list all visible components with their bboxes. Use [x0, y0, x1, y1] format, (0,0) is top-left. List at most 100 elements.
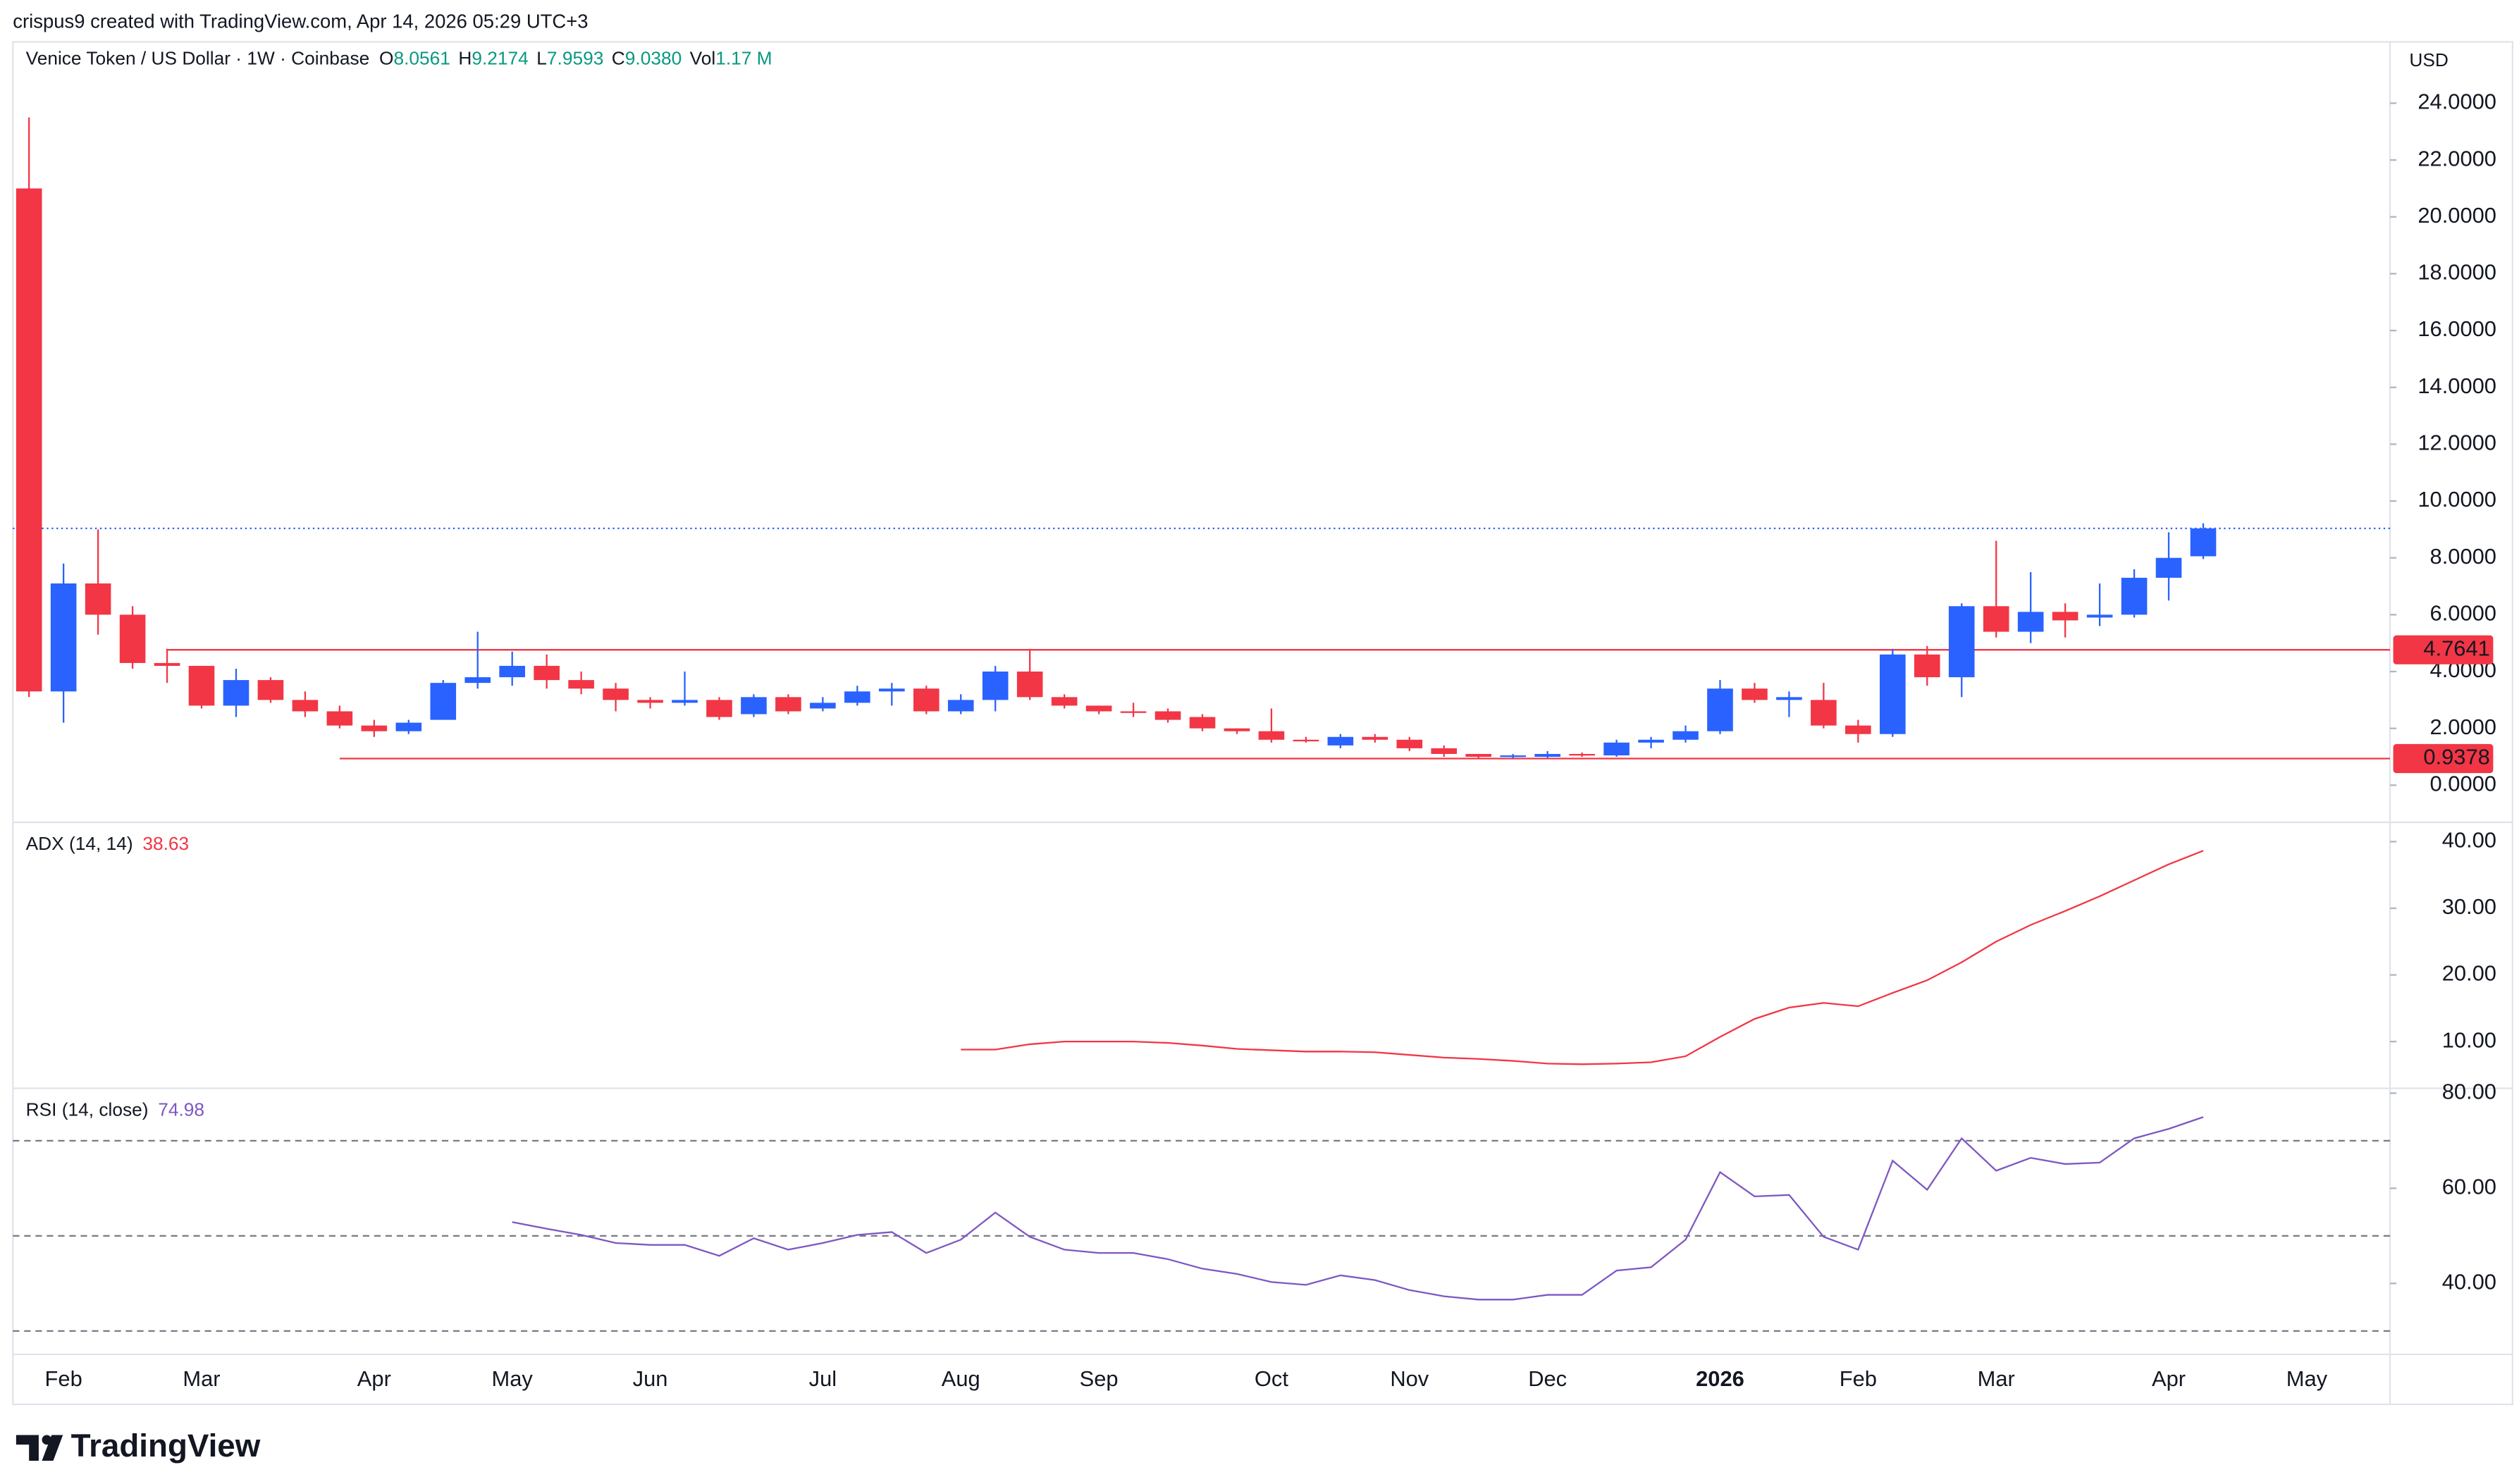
candle-body — [2155, 557, 2182, 578]
candle-body — [85, 583, 111, 615]
candle-body — [603, 688, 629, 700]
candle-body — [1396, 739, 1423, 748]
x-tick-label: 2026 — [1696, 1366, 1744, 1391]
candle-body — [119, 614, 146, 663]
legend-key: O — [379, 48, 393, 69]
x-tick-label: Mar — [1978, 1366, 2015, 1391]
candle-body — [188, 665, 215, 706]
candle-body — [1638, 739, 1664, 743]
candle-body — [1500, 755, 1526, 758]
x-tick-label: Apr — [2152, 1366, 2186, 1391]
candle-body — [2086, 614, 2113, 618]
y-tick-label: 40.00 — [2442, 828, 2496, 853]
candle-body — [672, 700, 698, 703]
candle-body — [16, 188, 42, 692]
x-tick-label: Dec — [1528, 1366, 1567, 1391]
x-tick-label: Sep — [1080, 1366, 1119, 1391]
candle-body — [982, 672, 1009, 700]
level-label: 0.9378 — [2423, 745, 2489, 769]
candle-body — [947, 700, 974, 712]
candle-body — [1534, 753, 1560, 757]
indicator-line — [512, 1116, 2204, 1301]
legend-key: H — [458, 48, 472, 69]
candle-body — [706, 700, 732, 717]
y-tick-label: 24.0000 — [2418, 89, 2496, 114]
candle-body — [1880, 654, 1906, 734]
indicator-title: ADX (14, 14) — [26, 833, 133, 854]
level-tag — [2393, 635, 2494, 664]
candle-body — [292, 700, 319, 712]
brand: TradingView — [71, 1428, 261, 1464]
legend-key: L — [536, 48, 547, 69]
currency: USD — [2409, 49, 2449, 70]
y-tick-label: 80.00 — [2442, 1080, 2496, 1104]
y-tick-label: 6.0000 — [2430, 601, 2496, 626]
level-tag — [2393, 743, 2494, 774]
candle-body — [1258, 731, 1285, 740]
y-tick-label: 10.00 — [2442, 1027, 2496, 1052]
x-tick-label: May — [492, 1366, 534, 1391]
candle-body — [499, 665, 526, 678]
candle-body — [1673, 731, 1699, 740]
x-tick-label: Oct — [1255, 1366, 1288, 1391]
chart-header: Venice Token / US Dollar · 1W · Coinbase… — [26, 48, 772, 69]
candle-body — [50, 583, 77, 692]
candle-body — [1603, 742, 1630, 755]
y-tick-label: 60.00 — [2442, 1175, 2496, 1199]
candle-body — [1085, 705, 1112, 712]
level-label: 4.7641 — [2423, 636, 2489, 660]
candle-body — [1051, 697, 1078, 706]
legend-value: 9.0380 — [625, 48, 682, 69]
logo — [16, 1435, 63, 1461]
candle-body — [2052, 612, 2078, 621]
candle-body — [395, 722, 422, 731]
y-tick-label: 20.0000 — [2418, 203, 2496, 228]
y-tick-label: 22.0000 — [2418, 146, 2496, 171]
x-tick-label: Nov — [1390, 1366, 1429, 1391]
candle-body — [637, 700, 663, 703]
candle-body — [1016, 672, 1043, 698]
candle-body — [1948, 606, 1975, 678]
candle-body — [1120, 711, 1147, 713]
candle-body — [464, 677, 491, 684]
indicator-title: RSI (14, close) — [26, 1099, 149, 1120]
indicator-value: 38.63 — [142, 833, 189, 854]
candle-body — [2190, 528, 2217, 557]
candle-body — [2121, 577, 2148, 615]
candle-body — [1983, 606, 2009, 632]
candle-body — [1154, 711, 1181, 720]
candle-body — [534, 665, 560, 681]
indicator-value: 74.98 — [158, 1099, 204, 1120]
y-tick-label: 16.0000 — [2418, 316, 2496, 341]
logo-dot — [42, 1435, 52, 1445]
candle-body — [844, 691, 870, 703]
candle-body — [154, 662, 180, 666]
candle-body — [1465, 753, 1492, 757]
candle-body — [1362, 736, 1388, 740]
x-tick-label: Feb — [1840, 1366, 1877, 1391]
candle-body — [326, 711, 353, 726]
x-tick-label: Feb — [45, 1366, 82, 1391]
y-tick-label: 12.0000 — [2418, 431, 2496, 455]
candle-body — [1569, 753, 1595, 756]
candle-body — [1189, 717, 1216, 729]
y-tick-label: 30.00 — [2442, 894, 2496, 919]
candle-body — [879, 688, 905, 692]
indicator-line — [961, 850, 2204, 1065]
y-tick-label: 14.0000 — [2418, 373, 2496, 398]
x-tick-label: Jun — [633, 1366, 668, 1391]
y-tick-label: 18.0000 — [2418, 260, 2496, 285]
candle-body — [1776, 697, 1802, 700]
candle-body — [1431, 748, 1458, 754]
y-tick-label: 20.00 — [2442, 961, 2496, 986]
legend-value: 1.17 M — [715, 48, 772, 69]
x-tick-label: Aug — [942, 1366, 980, 1391]
candle-body — [741, 697, 767, 715]
candle-body — [568, 680, 594, 689]
x-tick-label: Jul — [809, 1366, 837, 1391]
chart-frame — [12, 41, 2513, 1406]
x-tick-label: May — [2286, 1366, 2328, 1391]
